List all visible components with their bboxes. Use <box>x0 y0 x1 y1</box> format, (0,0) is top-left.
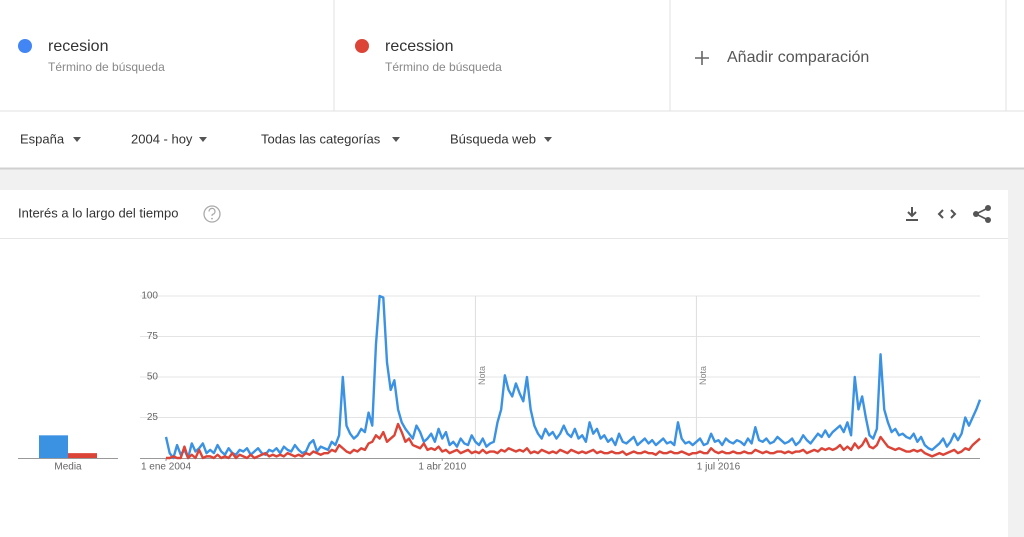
card <box>0 190 1008 537</box>
term-card[interactable]: recesion Término de búsqueda <box>18 38 165 74</box>
filter-label: España <box>20 131 65 146</box>
help-icon[interactable] <box>203 205 221 223</box>
y-tick-label: 50 <box>147 372 159 383</box>
bar <box>39 435 68 458</box>
series-line <box>166 422 981 460</box>
filter[interactable]: Todas las categorías <box>261 131 400 146</box>
header-panel <box>0 0 1024 168</box>
x-tick-label: 1 ene 2004 <box>141 462 191 473</box>
filter-label: Todas las categorías <box>261 131 381 146</box>
card-title: Interés a lo largo del tiempo <box>18 205 178 220</box>
y-tick-label: 25 <box>147 412 159 423</box>
help-circle <box>203 205 221 223</box>
share-button[interactable] <box>973 205 991 223</box>
x-tick-label: Media <box>54 462 82 473</box>
y-tick-label: 100 <box>141 291 158 302</box>
embed-button[interactable] <box>937 209 957 219</box>
series-line <box>164 294 982 460</box>
term-name: recesion <box>48 38 108 55</box>
plot: 25 50 75 100 1 ene 2004 1 abr 2010 1 jul 2016 N… <box>18 291 982 473</box>
embed-icon <box>937 209 957 219</box>
help-glyph <box>208 207 216 216</box>
bar <box>68 453 97 458</box>
filter[interactable]: España <box>20 131 81 146</box>
caret <box>199 137 207 142</box>
filter-label: Búsqueda web <box>450 131 536 146</box>
term-dot <box>18 39 32 53</box>
y-tick-label: 75 <box>147 331 159 342</box>
note-label: Nota <box>698 366 708 385</box>
plus-icon <box>695 51 709 65</box>
term-dot <box>355 39 369 53</box>
x-tick-label: 1 abr 2010 <box>418 462 466 473</box>
term-subtitle: Término de búsqueda <box>48 60 165 74</box>
term-subtitle: Término de búsqueda <box>385 60 502 74</box>
filter[interactable]: 2004 - hoy <box>131 131 207 146</box>
x-tick-label: 1 jul 2016 <box>697 462 741 473</box>
term-card[interactable]: recession Término de búsqueda <box>355 38 502 74</box>
share-dot <box>985 205 991 211</box>
term-name: recession <box>385 38 453 55</box>
share-dot <box>985 217 991 223</box>
help-dot <box>211 217 213 220</box>
caret <box>392 137 400 142</box>
add-comparison-label: Añadir comparación <box>727 49 869 66</box>
filter[interactable]: Búsqueda web <box>450 131 552 146</box>
download-button[interactable] <box>906 207 918 221</box>
share-dot <box>973 211 979 217</box>
download-icon <box>906 207 918 221</box>
add-comparison[interactable]: Añadir comparación <box>695 49 869 66</box>
caret <box>73 137 81 142</box>
note-label: Nota <box>477 366 487 385</box>
caret <box>544 137 552 142</box>
filter-label: 2004 - hoy <box>131 131 193 146</box>
